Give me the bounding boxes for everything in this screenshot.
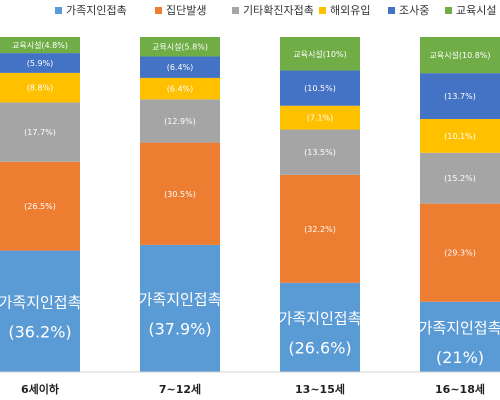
bar-segment bbox=[280, 129, 360, 175]
legend-label: 집단발생 bbox=[166, 4, 206, 17]
bar-data-label: (37.9%) bbox=[148, 319, 211, 338]
legend-swatch bbox=[155, 7, 162, 14]
bar-segment bbox=[280, 105, 360, 130]
bar-data-label: (26.6%) bbox=[288, 338, 351, 357]
x-axis: 6세이하 7~12세 13~15세 16~18세 bbox=[0, 371, 500, 396]
bar-segment bbox=[0, 102, 80, 162]
legend-label: 조사중 bbox=[399, 4, 429, 17]
bar-segment-name: 가족지인접촉 bbox=[139, 290, 222, 308]
bar-data-label: (10.1%) bbox=[444, 132, 476, 141]
bar-segment bbox=[420, 73, 500, 119]
x-tick-label: 16~18세 bbox=[435, 382, 485, 396]
bar-segment bbox=[0, 72, 80, 103]
bar-data-label: (13.5%) bbox=[304, 148, 336, 157]
legend-swatch bbox=[319, 7, 326, 14]
bar-data-label: 교육시설(10.8%) bbox=[429, 50, 490, 60]
legend-label: 교육시설 bbox=[456, 4, 496, 17]
bar-data-label: (32.2%) bbox=[304, 225, 336, 234]
bar-data-label: (12.9%) bbox=[164, 117, 196, 126]
bar-segment bbox=[140, 56, 220, 78]
legend-swatch bbox=[445, 7, 452, 14]
bar-data-label: (8.8%) bbox=[27, 84, 54, 93]
legend-swatch bbox=[232, 7, 239, 14]
bar-segment bbox=[420, 118, 500, 153]
bar-data-label: (30.5%) bbox=[164, 190, 196, 199]
legend-label: 가족지인접촉 bbox=[66, 4, 127, 17]
bar-segment bbox=[140, 99, 220, 143]
legend-swatch bbox=[55, 7, 62, 14]
bars: 가족지인접촉 (36.2%) (26.5%) (17.7%) (8.8%) (5.9%) 교… bbox=[0, 37, 500, 372]
bar-data-label: (5.9%) bbox=[27, 59, 54, 68]
bar-segment bbox=[280, 70, 360, 106]
bar-segment-name: 가족지인접촉 bbox=[0, 293, 81, 311]
bar-segment bbox=[140, 37, 220, 57]
bar-segment-name: 가족지인접촉 bbox=[419, 319, 500, 337]
bar-segment bbox=[0, 161, 80, 251]
x-tick-label: 7~12세 bbox=[159, 382, 201, 396]
bar-segment bbox=[420, 37, 500, 74]
bar-segment bbox=[280, 174, 360, 283]
bar-segment bbox=[420, 301, 500, 372]
legend: 가족지인접촉 집단발생 기타확진자접촉 해외유입 조사중 교육시설 bbox=[55, 3, 496, 17]
bar-segment bbox=[140, 77, 220, 100]
bar-data-label: (7.1%) bbox=[307, 114, 334, 123]
legend-label: 기타확진자접촉 bbox=[243, 4, 314, 17]
legend-label: 해외유입 bbox=[330, 3, 370, 17]
bar-segment bbox=[140, 244, 220, 372]
bar-data-label: (6.4%) bbox=[167, 85, 194, 94]
legend-swatch bbox=[388, 7, 395, 14]
bar-segment bbox=[0, 37, 80, 54]
bar-data-label: 교육시설(10%) bbox=[293, 49, 346, 59]
bar-segment bbox=[420, 152, 500, 204]
bar-segment bbox=[0, 53, 80, 73]
bar-data-label: (36.2%) bbox=[8, 322, 71, 341]
bar-data-label: (29.3%) bbox=[444, 249, 476, 258]
bar-data-label: (15.2%) bbox=[444, 174, 476, 183]
bar-data-label: (13.7%) bbox=[444, 92, 476, 101]
bar-data-label: (10.5%) bbox=[304, 84, 336, 93]
bar-segment bbox=[0, 250, 80, 372]
bar-segment bbox=[420, 203, 500, 302]
bar-data-label: (17.7%) bbox=[24, 128, 56, 137]
bar-segment bbox=[280, 282, 360, 372]
bar-data-label: (26.5%) bbox=[24, 202, 56, 211]
bar-data-label: 교육시설(4.8%) bbox=[12, 40, 68, 50]
bar-segment-name: 가족지인접촉 bbox=[279, 309, 362, 327]
x-tick-label: 13~15세 bbox=[295, 382, 345, 396]
bar-data-label: (21%) bbox=[436, 348, 484, 367]
bar-data-label: (6.4%) bbox=[167, 63, 194, 72]
bar-segment bbox=[140, 142, 220, 245]
bar-data-label: 교육시설(5.8%) bbox=[152, 42, 208, 52]
x-tick-label: 6세이하 bbox=[21, 382, 60, 396]
bar-segment bbox=[280, 37, 360, 71]
